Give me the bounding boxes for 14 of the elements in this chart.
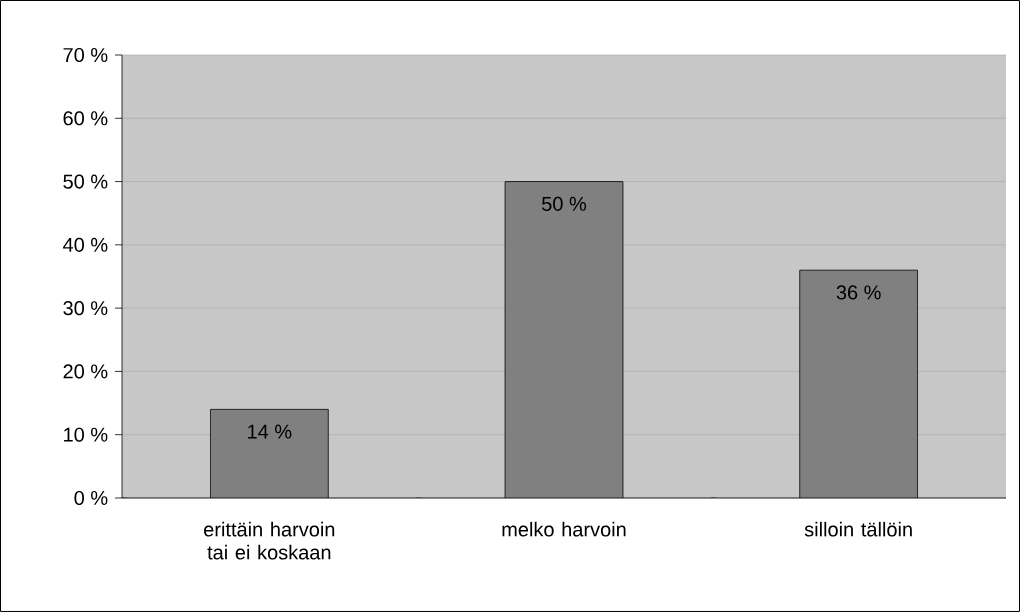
y-tick-label: 40 % bbox=[63, 237, 108, 252]
y-tick-label: 70 % bbox=[63, 47, 108, 63]
x-tick-label: erittäin harvoin tai ei koskaan bbox=[204, 521, 335, 560]
x-tick-label: melko harvoin bbox=[502, 521, 626, 537]
y-tick-label: 0 % bbox=[74, 490, 108, 506]
y-tick-label: 20 % bbox=[63, 364, 108, 379]
y-tick-label: 10 % bbox=[64, 427, 108, 442]
data-label: 14 % bbox=[248, 424, 292, 439]
y-tick-label: 50 % bbox=[63, 174, 108, 189]
data-label: 50 % bbox=[542, 196, 587, 211]
y-tick-label: 30 % bbox=[63, 301, 108, 316]
y-tick-label: 60 % bbox=[63, 111, 108, 126]
data-label: 36 % bbox=[836, 285, 881, 300]
x-tick-label: silloin tällöin bbox=[804, 521, 912, 537]
